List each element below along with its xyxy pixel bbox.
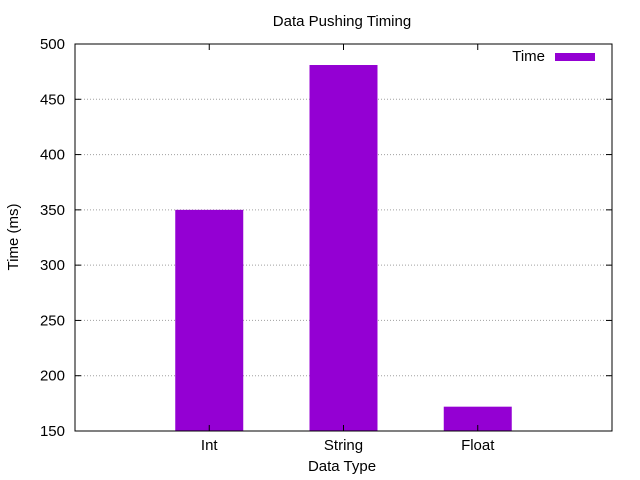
y-tick-label: 200 <box>40 368 65 385</box>
x-tick-label: Int <box>201 437 219 454</box>
y-tick-label: 500 <box>40 36 65 53</box>
y-axis-ticks: 150 200 250 300 350 400 450 500 <box>40 36 612 440</box>
y-tick-label: 400 <box>40 147 65 164</box>
x-tick-label: Float <box>461 437 495 454</box>
y-tick-label: 450 <box>40 91 65 108</box>
x-axis-ticks: Int String Float <box>201 44 495 454</box>
y-axis-label: Time (ms) <box>5 204 22 271</box>
bars <box>175 65 512 431</box>
y-tick-label: 150 <box>40 423 65 440</box>
chart-title: Data Pushing Timing <box>273 13 411 30</box>
legend-label: Time <box>512 48 545 65</box>
x-axis-label: Data Type <box>308 458 376 475</box>
x-tick-label: String <box>324 437 363 454</box>
bar-string <box>309 65 378 431</box>
bar-int <box>175 209 244 431</box>
gridlines <box>75 98 612 377</box>
y-tick-label: 250 <box>40 312 65 329</box>
y-tick-label: 300 <box>40 257 65 274</box>
y-tick-label: 350 <box>40 202 65 219</box>
legend-swatch <box>555 53 595 61</box>
legend: Time <box>512 48 595 65</box>
